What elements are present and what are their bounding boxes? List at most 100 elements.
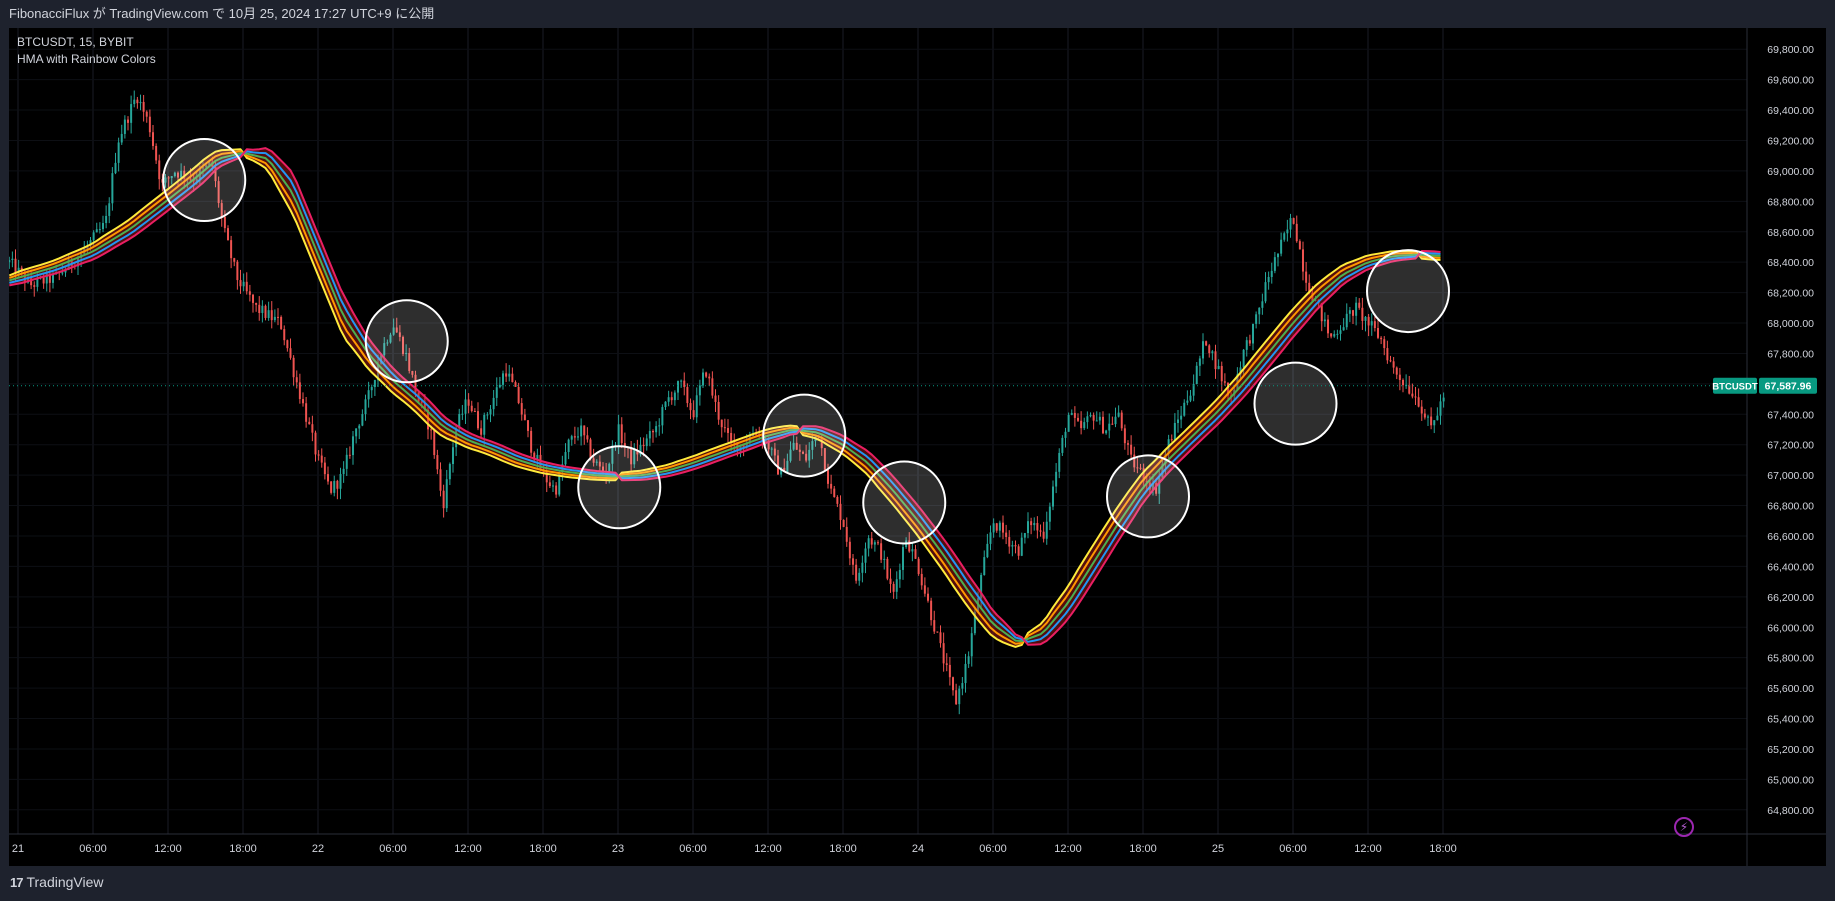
candle-body [214, 166, 217, 182]
annotation-circle[interactable] [577, 445, 662, 530]
candle-body [611, 445, 614, 464]
candle-body [661, 407, 664, 426]
candle-body [489, 409, 492, 415]
candle-body [45, 273, 48, 284]
candle-body [1283, 233, 1286, 240]
annotation-circle[interactable] [1366, 249, 1450, 334]
candle-body [1423, 413, 1426, 418]
candle-body [11, 258, 14, 261]
candle-body [942, 643, 945, 664]
candle-body [636, 450, 639, 455]
time-axis-label: 18:00 [1429, 843, 1457, 855]
candle-body [1373, 321, 1376, 329]
candle-body [1155, 483, 1158, 494]
price-chart[interactable]: 64,800.00 65,000.00 65,200.00 65,400.00 65,6… [9, 28, 1826, 866]
candle-body [1408, 384, 1411, 394]
annotation-circle[interactable] [1106, 454, 1190, 539]
tradingview-brand[interactable]: 17 TradingView [10, 874, 104, 890]
candle-body [855, 564, 858, 581]
candle-body [692, 410, 695, 418]
price-axis-label: 69,400.00 [1767, 105, 1814, 117]
annotation-circle[interactable] [162, 138, 247, 223]
candle-body [667, 397, 670, 402]
candle-body [1255, 314, 1258, 324]
candle-body [492, 397, 495, 410]
candle-body [880, 543, 883, 560]
candle-body [908, 540, 911, 552]
candle-body [995, 523, 998, 531]
candle-body [173, 172, 176, 177]
candle-body [1027, 521, 1029, 534]
chart-area[interactable]: 64,800.00 65,000.00 65,200.00 65,400.00 65,6… [9, 28, 1826, 866]
candle-body [555, 485, 558, 495]
candle-body [620, 424, 623, 444]
candle-body [917, 558, 920, 574]
annotation-circle[interactable] [862, 460, 947, 545]
price-axis-label: 67,800.00 [1767, 348, 1814, 360]
candle-body [823, 448, 826, 470]
candle-body [139, 101, 142, 104]
candle-body [833, 488, 836, 497]
candle-body [1089, 415, 1092, 417]
candle-body [1058, 452, 1061, 472]
price-axis-label: 67,000.00 [1767, 470, 1814, 482]
candle-body [933, 620, 936, 632]
candle-body [498, 384, 501, 388]
candle-body [242, 281, 245, 287]
candle-body [1008, 537, 1011, 547]
candle-body [1083, 422, 1086, 429]
candle-body [633, 450, 636, 465]
candle-body [205, 165, 208, 168]
candle-body [745, 443, 748, 448]
candle-body [1014, 545, 1017, 547]
candle-body [1133, 454, 1136, 468]
candle-body [1205, 341, 1208, 346]
candle-body [780, 467, 783, 475]
candle-body [1180, 415, 1183, 420]
candle-body [148, 116, 151, 133]
candle-body [892, 583, 895, 592]
candle-body [867, 538, 870, 549]
candle-body [805, 453, 808, 461]
candle-body [639, 444, 642, 455]
candle-body [564, 452, 567, 465]
flash-icon[interactable]: ⚡ [1674, 817, 1694, 837]
candle-body [367, 390, 370, 400]
candle-body [502, 373, 504, 385]
candle-body [870, 538, 873, 545]
candle-body [811, 441, 814, 450]
hma-band-line [9, 150, 1441, 643]
annotation-circle[interactable] [1253, 361, 1338, 446]
candle-body [989, 532, 992, 544]
candle-body [155, 145, 158, 161]
candle-body [1177, 419, 1179, 423]
candle-body [886, 558, 889, 579]
candle-body [1005, 532, 1008, 538]
candle-body [142, 101, 145, 112]
candle-body [1220, 366, 1223, 382]
candle-body [508, 373, 511, 377]
symbol-label[interactable]: BTCUSDT, 15, BYBIT [17, 35, 134, 49]
candle-body [845, 526, 848, 542]
candle-body [670, 397, 673, 401]
candle-body [1330, 333, 1333, 337]
candle-body [1192, 384, 1195, 396]
price-axis-label: 69,600.00 [1767, 75, 1814, 87]
annotation-circle[interactable] [762, 393, 847, 478]
candle-body [695, 395, 698, 418]
candle-body [920, 573, 923, 586]
candle-body [323, 462, 326, 475]
time-axis-label: 06:00 [979, 843, 1007, 855]
candle-body [708, 376, 711, 379]
candle-body [1127, 443, 1129, 445]
candle-body [1077, 417, 1079, 421]
candle-body [1442, 397, 1445, 402]
candle-body [289, 348, 292, 358]
candle-body [570, 436, 573, 440]
candle-body [686, 387, 689, 404]
candle-body [577, 436, 579, 438]
candle-body [727, 428, 729, 433]
annotation-circle[interactable] [364, 299, 449, 384]
candle-body [939, 632, 942, 644]
indicator-label[interactable]: HMA with Rainbow Colors [17, 52, 156, 66]
